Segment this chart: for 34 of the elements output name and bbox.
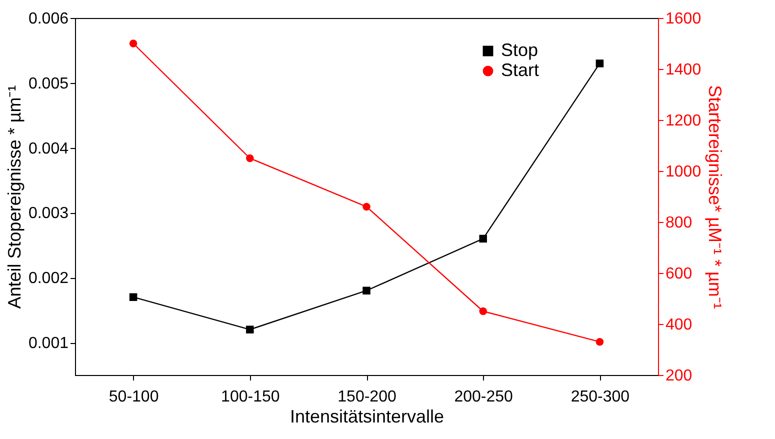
point [479,307,487,316]
y-tick-label: 0.004 [28,140,69,158]
y2-tick-label: 1400 [666,62,702,78]
y2-tick-label: 1600 [666,10,702,28]
y2-tick-label: 400 [666,316,692,334]
y-tick-label: 0.005 [28,75,69,92]
point [596,338,604,346]
point [479,234,487,243]
y2-tick-label: 1200 [666,112,702,130]
x-tick-label: 150-200 [338,388,396,406]
point [596,60,604,68]
point [246,154,254,162]
y-tick-label: 0.006 [28,10,69,28]
y-tick-label: 0.001 [28,335,69,352]
point [129,293,138,301]
point [129,40,138,48]
y2-tick-label: 200 [666,368,692,384]
legend-label: Stop [501,40,538,60]
point [362,286,370,294]
x-tick-label: 50-100 [108,388,159,406]
point [362,202,370,211]
x-tick-label: 250-300 [570,388,630,406]
x-tick-label: 100-150 [221,388,280,406]
y-tick-label: 0.003 [28,205,69,222]
y2-tick-label: 800 [666,214,692,232]
x-axis-title: Intensitätsintervalle [290,406,444,426]
y-tick-label: 0.002 [28,270,69,288]
y2-tick-label: 600 [666,266,692,282]
y2-tick-label: 1000 [666,164,702,180]
y-axis-title: Anteil Stopereignisse * µm⁻¹ [4,85,24,309]
x-tick-label: 200-250 [454,388,514,406]
legend-label: Start [501,60,540,80]
point [246,326,254,334]
y2-axis-title: Startereignisse* µM⁻¹ * µm⁻¹ [705,85,726,309]
